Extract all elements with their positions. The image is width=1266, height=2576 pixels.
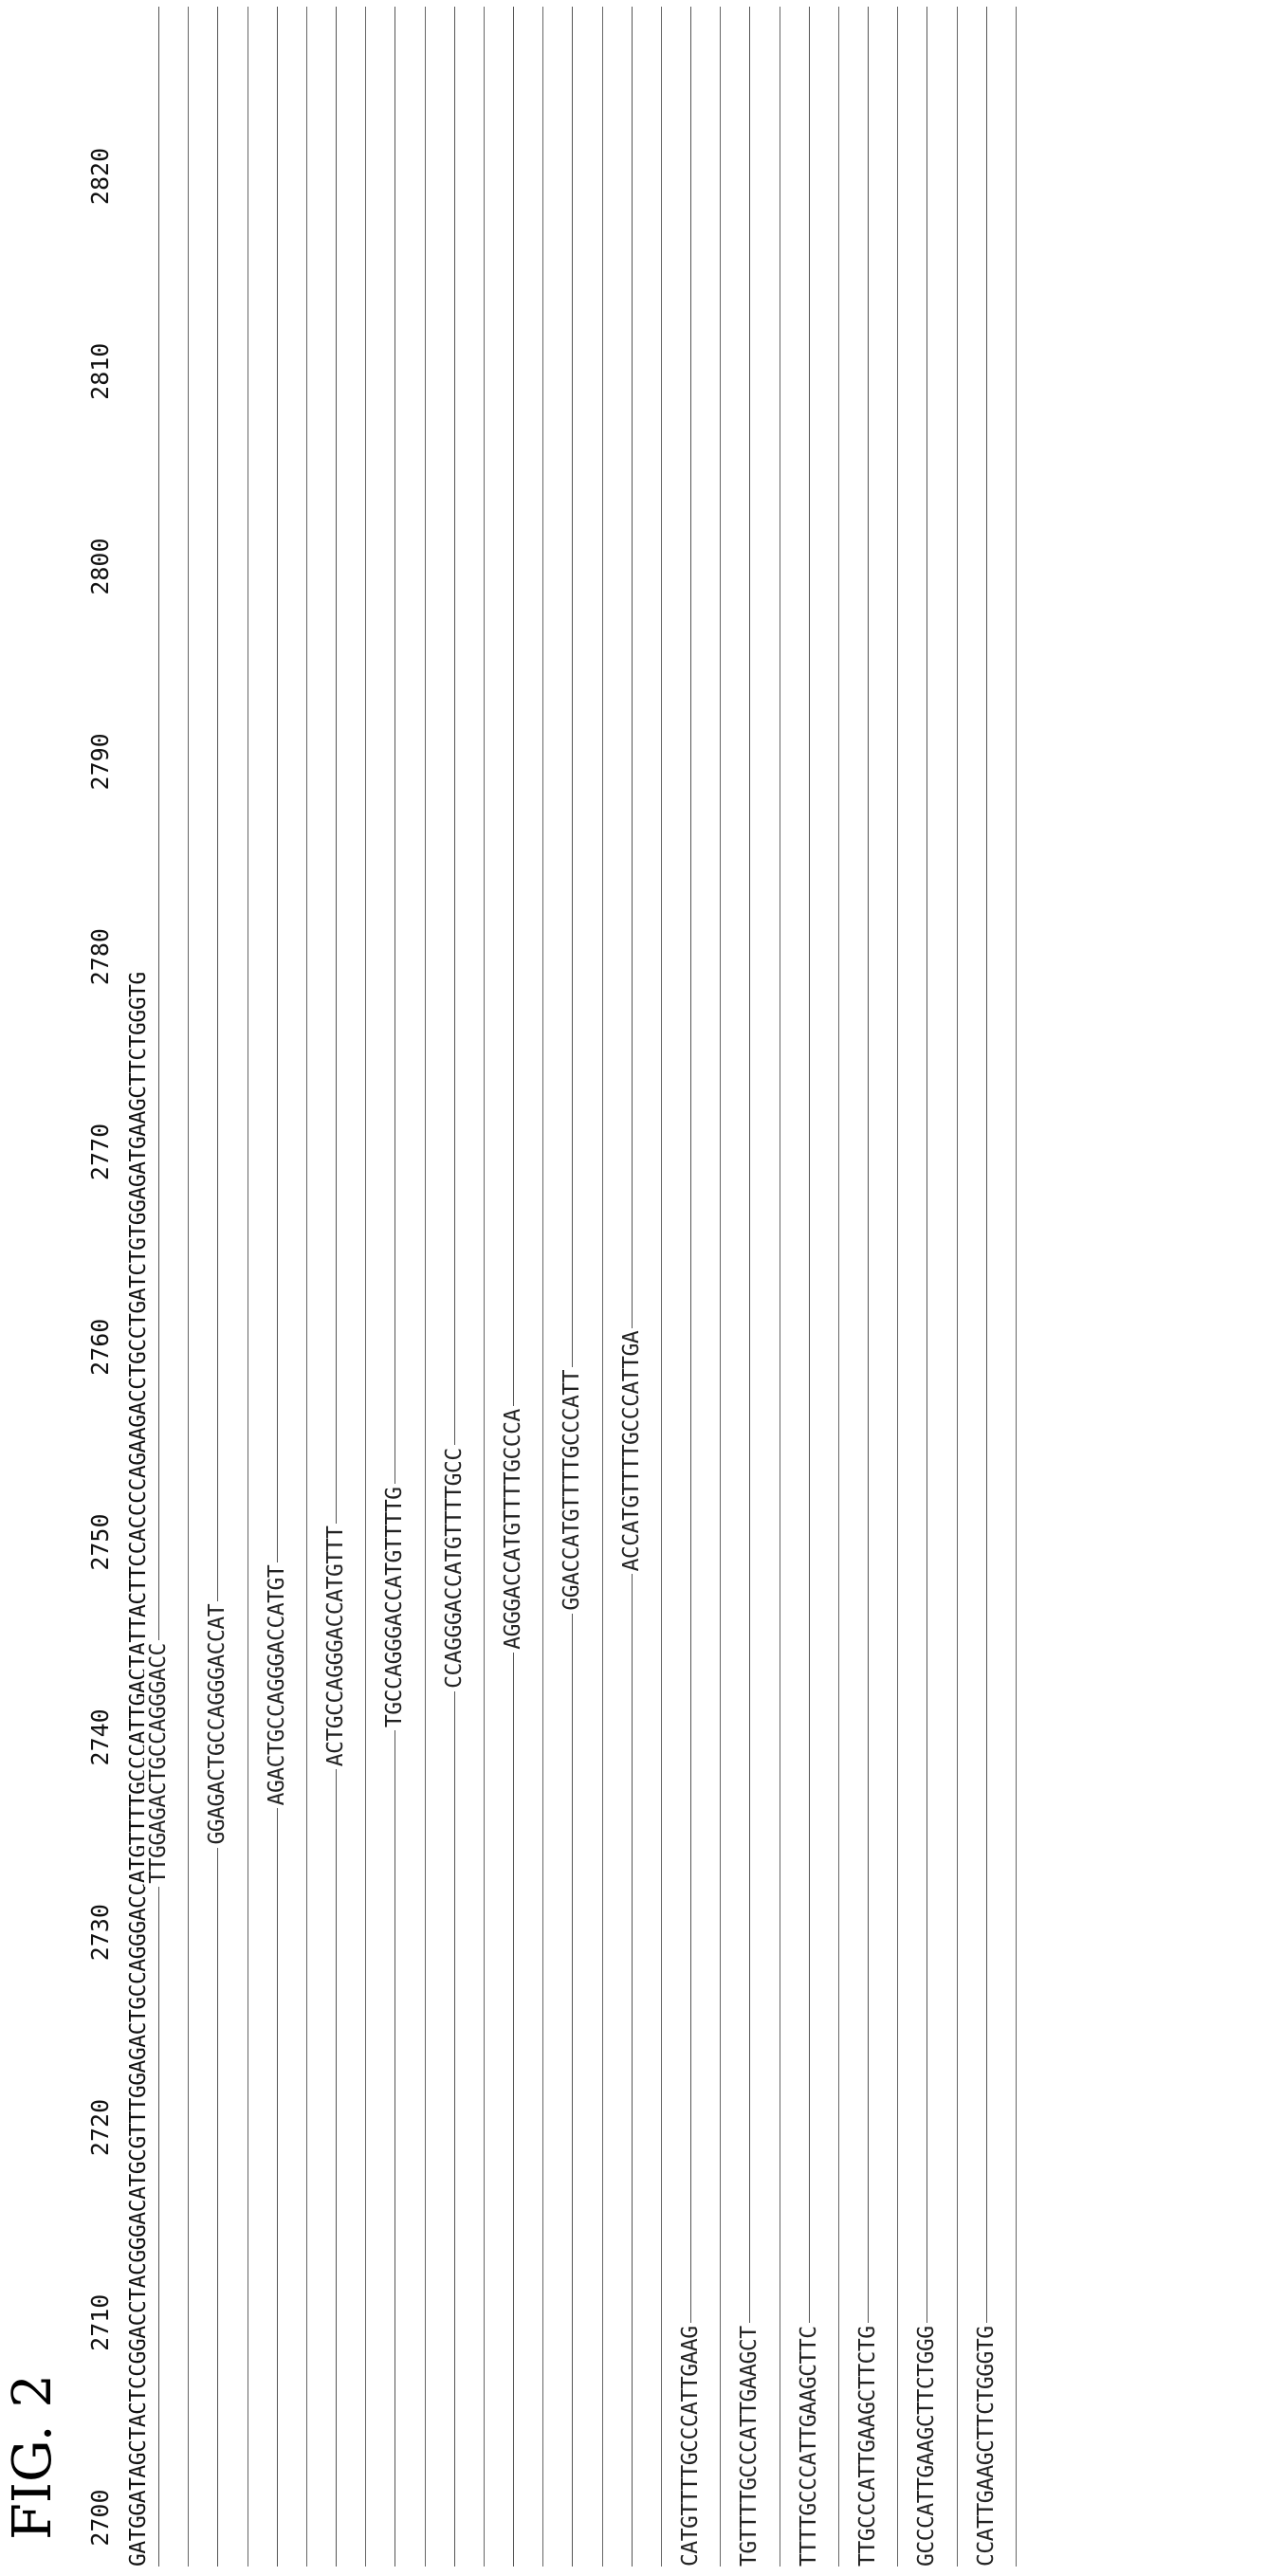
probe-sequence: GGAGACTGCCAGGGACCAT — [203, 1601, 231, 1848]
probe-row: CCATTGAAGCTTCTGGGTG — [972, 7, 1000, 2567]
probe-row: ACTGCCAGGGACCATGTTT — [321, 7, 350, 2567]
alignment-rule — [292, 7, 321, 2567]
ruler-label: 2800 — [87, 538, 114, 594]
alignment-rule — [351, 7, 379, 2567]
probe-row: CCAGGGACCATGTTTTGCC — [440, 7, 468, 2567]
ruler-label: 2820 — [87, 148, 114, 205]
alignment-rule — [706, 7, 734, 2567]
probe-row: GGAGACTGCCAGGGACCAT — [203, 7, 231, 2567]
probe-row: TTGCCCATTGAAGCTTCTG — [853, 7, 882, 2567]
ruler-label: 2790 — [87, 733, 114, 790]
figure-title: FIG. 2 — [0, 2374, 66, 2540]
probe-sequence: CCATTGAAGCTTCTGGGTG — [972, 2323, 1000, 2569]
probe-sequence: CCAGGGACCATGTTTTGCC — [440, 1445, 468, 1691]
ruler-label: 2700 — [87, 2489, 114, 2546]
alignment-rule — [883, 7, 911, 2567]
alignment-rule — [765, 7, 794, 2567]
ruler-label: 2770 — [87, 1124, 114, 1180]
ruler-label: 2720 — [87, 2099, 114, 2156]
ruler-label: 2750 — [87, 1513, 114, 1570]
ruler-label: 2740 — [87, 1708, 114, 1765]
probe-row: TTTTGCCCATTGAAGCTTC — [795, 7, 823, 2567]
probe-sequence: ACCATGTTTTGCCCATTGA — [617, 1328, 646, 1575]
ruler-label: 2760 — [87, 1319, 114, 1376]
probe-row: TGCCAGGGACCATGTTTTG — [380, 7, 409, 2567]
probe-row: AGGGACCATGTTTTGCCCA — [499, 7, 527, 2567]
probe-sequence: TGTTTTGCCCATTGAAGCT — [735, 2323, 763, 2569]
alignment-rule — [233, 7, 262, 2567]
probe-sequence: ACTGCCAGGGACCATGTTT — [321, 1524, 350, 1770]
probe-sequence: TTTTGCCCATTGAAGCTTC — [795, 2323, 823, 2569]
ruler-label: 2780 — [87, 928, 114, 985]
alignment-rule — [174, 7, 202, 2567]
alignment-rule — [528, 7, 557, 2567]
alignment-rule — [469, 7, 498, 2567]
probe-sequence: TGCCAGGGACCATGTTTTG — [380, 1484, 409, 1730]
alignment-rule — [943, 7, 971, 2567]
alignment-rule — [411, 7, 439, 2567]
probe-row: ACCATGTTTTGCCCATTGA — [617, 7, 646, 2567]
probe-row: CATGTTTTGCCCATTGAAG — [676, 7, 705, 2567]
alignment-rule — [647, 7, 675, 2567]
probe-row: GCCCATTGAAGCTTCTGGG — [912, 7, 941, 2567]
probe-sequence: AGACTGCCAGGGACCATGT — [263, 1562, 291, 1809]
ruler-label: 2730 — [87, 1904, 114, 1961]
alignment-rule — [824, 7, 853, 2567]
alignment-rule — [1001, 7, 1030, 2567]
probe-row: TTGGAGACTGCCAGGGACC — [144, 7, 173, 2567]
ruler-label: 2810 — [87, 343, 114, 400]
probe-sequence: GGACCATGTTTTGCCCATT — [558, 1367, 586, 1614]
probe-row: AGACTGCCAGGGACCATGT — [263, 7, 291, 2567]
probe-sequence: TTGGAGACTGCCAGGGACC — [144, 1640, 173, 1887]
probe-row: GGACCATGTTTTGCCCATT — [558, 7, 586, 2567]
probe-sequence: AGGGACCATGTTTTGCCCA — [499, 1406, 527, 1653]
ruler-label: 2710 — [87, 2294, 114, 2351]
probe-sequence: CATGTTTTGCCCATTGAAG — [676, 2323, 705, 2569]
alignment-rule — [588, 7, 616, 2567]
probe-sequence: GCCCATTGAAGCTTCTGGG — [912, 2323, 941, 2569]
probe-row: TGTTTTGCCCATTGAAGCT — [735, 7, 763, 2567]
probe-sequence: TTGCCCATTGAAGCTTCTG — [853, 2323, 882, 2569]
